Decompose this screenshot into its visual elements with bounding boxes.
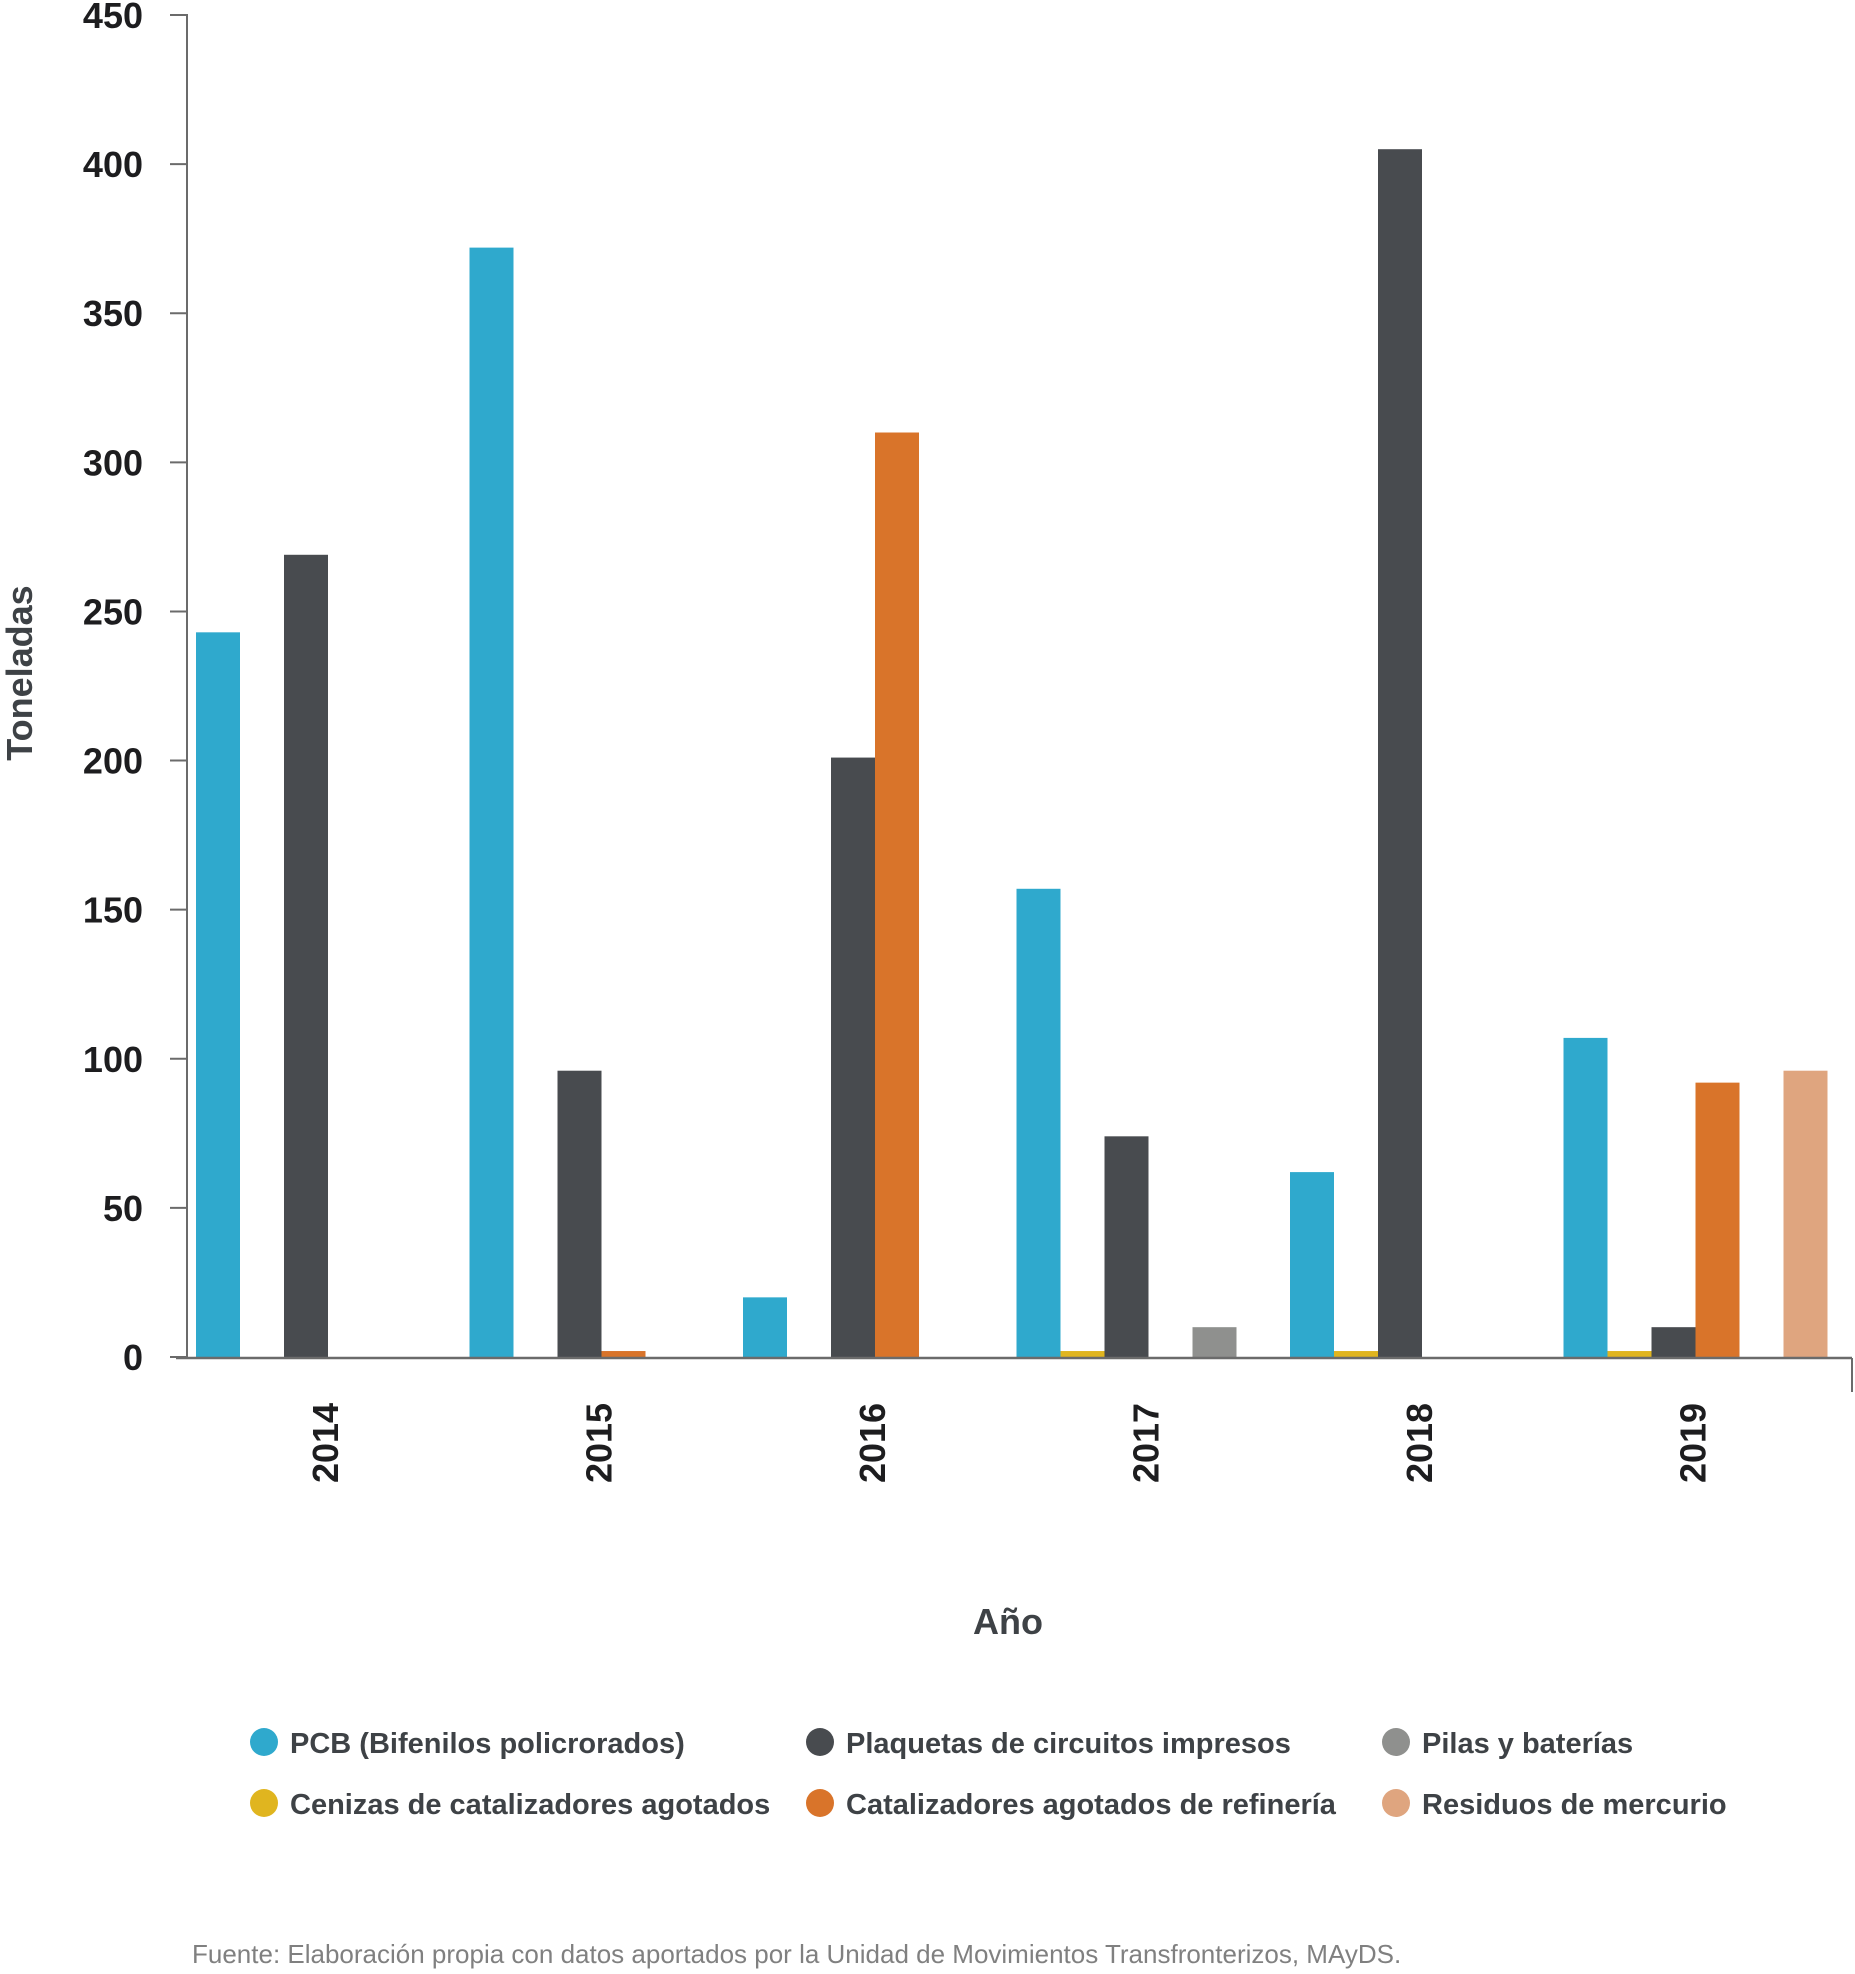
y-tick-label: 150 [83, 890, 143, 931]
x-tick-label: 2019 [1673, 1403, 1714, 1483]
bar-2016-series-3 [875, 432, 919, 1357]
y-axis-label: Toneladas [0, 585, 40, 760]
y-tick-label: 350 [83, 293, 143, 334]
bar-2018-series-2 [1378, 149, 1422, 1358]
y-tick-label: 450 [83, 0, 143, 36]
y-tick-label: 0 [123, 1337, 143, 1378]
legend-item: PCB (Bifenilos policrorados) [250, 1728, 685, 1760]
legend-item: Cenizas de catalizadores agotados [250, 1789, 770, 1821]
x-tick-label: 2015 [579, 1403, 620, 1483]
legend-label: Residuos de mercurio [1422, 1789, 1727, 1821]
x-tick-label: 2017 [1126, 1403, 1167, 1483]
y-tick-label: 50 [103, 1188, 143, 1229]
x-tick-label: 2016 [852, 1403, 893, 1483]
y-tick-label: 100 [83, 1039, 143, 1080]
bar-2014-series-2 [284, 554, 328, 1357]
y-tick-label: 300 [83, 442, 143, 483]
legend-item: Residuos de mercurio [1382, 1789, 1727, 1821]
y-tick-label: 250 [83, 591, 143, 632]
legend-label: PCB (Bifenilos policrorados) [290, 1728, 685, 1760]
bars-layer [196, 149, 1828, 1358]
legend-swatch [250, 1728, 278, 1756]
x-tick-label: 2014 [305, 1403, 346, 1483]
legend: PCB (Bifenilos policrorados) Plaquetas de… [250, 1728, 1727, 1821]
legend-item: Plaquetas de circuitos impresos [806, 1728, 1291, 1760]
legend-swatch [806, 1789, 834, 1817]
y-tick-label: 200 [83, 741, 143, 782]
bar-2018-series-0 [1290, 1172, 1334, 1357]
x-ticks: 2014 2015 2016 2017 2018 2019 [305, 1403, 1714, 1483]
x-axis-label: Año [973, 1601, 1043, 1642]
source-note: Fuente: Elaboración propia con datos apo… [192, 1939, 1401, 1969]
legend-label: Catalizadores agotados de refinería [846, 1789, 1337, 1821]
bar-2019-series-1 [1607, 1351, 1652, 1357]
legend-label: Cenizas de catalizadores agotados [290, 1789, 770, 1821]
bar-2015-series-2 [557, 1070, 602, 1357]
bar-2017-series-4 [1192, 1327, 1237, 1357]
legend-label: Pilas y baterías [1422, 1728, 1633, 1760]
bar-2016-series-0 [743, 1297, 787, 1357]
bar-2017-series-2 [1104, 1136, 1149, 1357]
legend-swatch [250, 1789, 278, 1817]
bar-2019-series-2 [1651, 1327, 1696, 1357]
bar-2018-series-1 [1334, 1351, 1378, 1357]
bar-2014-series-0 [196, 632, 240, 1357]
bar-2015-series-0 [469, 247, 514, 1358]
bar-2017-series-1 [1060, 1351, 1105, 1357]
bar-2016-series-2 [831, 757, 875, 1357]
x-tick-label: 2018 [1399, 1403, 1440, 1483]
bar-2017-series-0 [1016, 888, 1061, 1357]
legend-swatch [1382, 1728, 1410, 1756]
y-tick-label: 400 [83, 144, 143, 185]
bar-2019-series-3 [1695, 1082, 1740, 1357]
legend-item: Pilas y baterías [1382, 1728, 1633, 1760]
y-ticks: 0 50 100 150 200 250 300 350 400 450 [83, 0, 187, 1378]
legend-label: Plaquetas de circuitos impresos [846, 1728, 1291, 1760]
bar-2019-series-5 [1783, 1070, 1828, 1357]
legend-swatch [1382, 1789, 1410, 1817]
bar-2015-series-3 [601, 1351, 646, 1357]
bar-2019-series-0 [1563, 1037, 1608, 1357]
legend-item: Catalizadores agotados de refinería [806, 1789, 1337, 1821]
legend-swatch [806, 1728, 834, 1756]
